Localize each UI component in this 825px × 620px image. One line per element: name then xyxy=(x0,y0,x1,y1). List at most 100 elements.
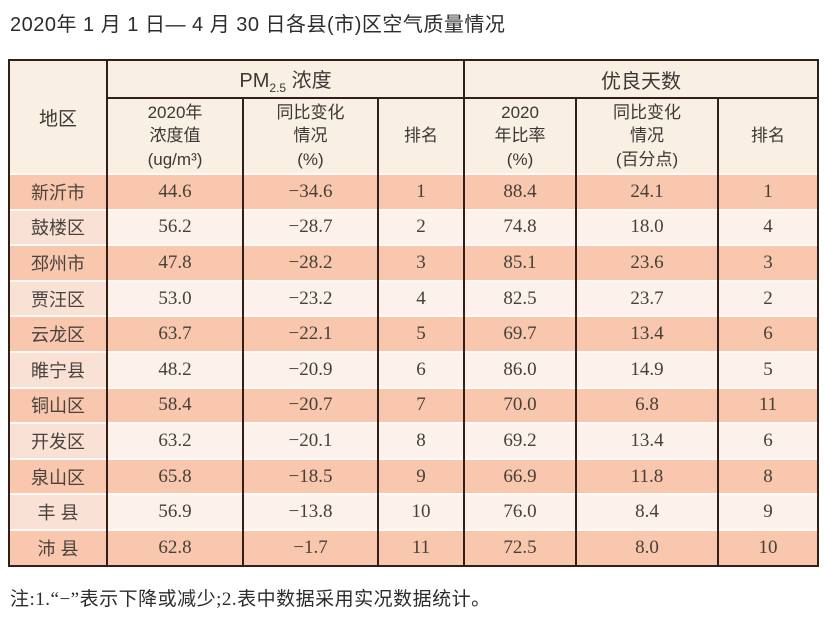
col-subheader-pm25-change: 同比变化 情况 (%) xyxy=(242,98,379,174)
ratio-rank-cell: 10 xyxy=(717,528,820,566)
region-cell: 鼓楼区 xyxy=(8,208,108,246)
pm25-value-cell: 48.2 xyxy=(106,350,244,388)
table-row: 睢宁县 48.2 −20.9 6 86.0 14.9 5 xyxy=(8,350,820,388)
table-row: 云龙区 63.7 −22.1 5 69.7 13.4 6 xyxy=(8,315,820,352)
pm25-value-cell: 53.0 xyxy=(106,279,244,317)
ratio-change-cell: 23.6 xyxy=(575,244,720,281)
table-row: 开发区 63.2 −20.1 8 69.2 13.4 6 xyxy=(8,422,820,459)
region-cell: 铜山区 xyxy=(8,386,108,424)
ratio-value-cell: 69.2 xyxy=(463,422,578,459)
pm25-change-cell: −1.7 xyxy=(242,528,379,566)
ratio-change-cell: 24.1 xyxy=(575,173,720,210)
table-row: 铜山区 58.4 −20.7 7 70.0 6.8 11 xyxy=(8,386,820,424)
page-title: 2020年 1 月 1 日— 4 月 30 日各县(市)区空气质量情况 xyxy=(10,14,506,36)
pm25-rank-cell: 1 xyxy=(376,173,466,210)
ratio-change-cell: 23.7 xyxy=(575,279,720,317)
ratio-rank-cell: 3 xyxy=(717,244,820,281)
col-subheader-pm25-rank: 排名 xyxy=(376,98,466,174)
ratio-value-cell: 82.5 xyxy=(463,279,578,317)
col-group-good-days: 优良天数 xyxy=(463,60,820,99)
region-cell: 睢宁县 xyxy=(8,350,108,388)
pm25-value-cell: 65.8 xyxy=(106,457,244,495)
pm25-change-cell: −23.2 xyxy=(242,279,379,317)
pm25-rank-cell: 9 xyxy=(376,457,466,495)
ratio-value-cell: 70.0 xyxy=(463,386,578,424)
air-quality-table: 地区 PM2.5 浓度 优良天数 2020年 浓度值 (ug/m³) 同比变化 情… xyxy=(8,59,820,567)
col-subheader-ratio-rank: 排名 xyxy=(717,98,820,174)
col-group-pm25: PM2.5 浓度 xyxy=(105,60,466,99)
pm25-value-cell: 47.8 xyxy=(106,244,244,281)
table-body: 新沂市 44.6 −34.6 1 88.4 24.1 1 鼓楼区 56.2 −28.7 2 74.8 1… xyxy=(8,173,820,566)
ratio-value-cell: 69.7 xyxy=(463,315,578,352)
table-header: 地区 PM2.5 浓度 优良天数 2020年 浓度值 (ug/m³) 同比变化 情… xyxy=(8,60,820,174)
pm25-rank-cell: 4 xyxy=(376,279,466,317)
ratio-rank-cell: 9 xyxy=(717,493,820,530)
ratio-rank-cell: 4 xyxy=(717,208,820,246)
pm25-value-cell: 58.4 xyxy=(106,386,244,424)
ratio-change-cell: 13.4 xyxy=(575,315,720,352)
ratio-value-cell: 72.5 xyxy=(463,528,578,566)
pm25-label-suffix: 浓度 xyxy=(286,69,332,92)
ratio-change-cell: 18.0 xyxy=(575,208,720,246)
ratio-rank-cell: 11 xyxy=(717,386,820,424)
ratio-rank-cell: 1 xyxy=(717,173,820,210)
ratio-change-cell: 13.4 xyxy=(575,422,720,459)
pm25-value-cell: 63.2 xyxy=(106,422,244,459)
pm25-value-cell: 62.8 xyxy=(106,528,244,566)
pm25-change-cell: −20.7 xyxy=(242,386,379,424)
ratio-value-cell: 66.9 xyxy=(463,457,578,495)
pm25-change-cell: −13.8 xyxy=(242,493,379,530)
pm25-value-cell: 56.2 xyxy=(106,208,244,246)
col-header-region: 地区 xyxy=(8,60,108,174)
ratio-value-cell: 74.8 xyxy=(463,208,578,246)
pm25-label-subscript: 2.5 xyxy=(269,80,287,95)
subheader-row: 2020年 浓度值 (ug/m³) 同比变化 情况 (%) 排名 2020 年比率 (… xyxy=(9,98,820,174)
pm25-change-cell: −28.7 xyxy=(242,208,379,246)
pm25-rank-cell: 11 xyxy=(376,528,466,566)
pm25-rank-cell: 6 xyxy=(376,350,466,388)
table-row: 沛 县 62.8 −1.7 11 72.5 8.0 10 xyxy=(8,528,820,566)
ratio-value-cell: 86.0 xyxy=(463,350,578,388)
col-subheader-ratio-change: 同比变化 情况 (百分点) xyxy=(575,98,720,174)
pm25-value-cell: 63.7 xyxy=(106,315,244,352)
pm25-value-cell: 56.9 xyxy=(106,493,244,530)
table-row: 新沂市 44.6 −34.6 1 88.4 24.1 1 xyxy=(8,173,820,210)
region-cell: 贾汪区 xyxy=(8,279,108,317)
table-row: 鼓楼区 56.2 −28.7 2 74.8 18.0 4 xyxy=(8,208,820,246)
ratio-value-cell: 76.0 xyxy=(463,493,578,530)
region-cell: 云龙区 xyxy=(8,315,108,352)
ratio-rank-cell: 6 xyxy=(717,422,820,459)
pm25-rank-cell: 8 xyxy=(376,422,466,459)
pm25-change-cell: −34.6 xyxy=(242,173,379,210)
pm25-change-cell: −20.1 xyxy=(242,422,379,459)
pm25-value-cell: 44.6 xyxy=(106,173,244,210)
region-cell: 邳州市 xyxy=(8,244,108,281)
col-subheader-pm25-value: 2020年 浓度值 (ug/m³) xyxy=(106,98,244,174)
pm25-label-prefix: PM xyxy=(239,69,270,92)
ratio-change-cell: 6.8 xyxy=(575,386,720,424)
pm25-rank-cell: 10 xyxy=(376,493,466,530)
table-row: 泉山区 65.8 −18.5 9 66.9 11.8 8 xyxy=(8,457,820,495)
ratio-change-cell: 8.4 xyxy=(575,493,720,530)
ratio-change-cell: 14.9 xyxy=(575,350,720,388)
region-cell: 丰 县 xyxy=(8,493,108,530)
pm25-change-cell: −20.9 xyxy=(242,350,379,388)
pm25-rank-cell: 5 xyxy=(376,315,466,352)
pm25-rank-cell: 7 xyxy=(376,386,466,424)
pm25-change-cell: −22.1 xyxy=(242,315,379,352)
region-cell: 开发区 xyxy=(8,422,108,459)
ratio-change-cell: 8.0 xyxy=(575,528,720,566)
ratio-value-cell: 88.4 xyxy=(463,173,578,210)
table-row: 贾汪区 53.0 −23.2 4 82.5 23.7 2 xyxy=(8,279,820,317)
region-cell: 新沂市 xyxy=(8,173,108,210)
region-cell: 泉山区 xyxy=(8,457,108,495)
pm25-rank-cell: 3 xyxy=(376,244,466,281)
pm25-change-cell: −18.5 xyxy=(242,457,379,495)
ratio-rank-cell: 5 xyxy=(717,350,820,388)
ratio-rank-cell: 2 xyxy=(717,279,820,317)
pm25-rank-cell: 2 xyxy=(376,208,466,246)
ratio-rank-cell: 8 xyxy=(717,457,820,495)
footnote: 注:1.“−”表示下降或减少;2.表中数据采用实况数据统计。 xyxy=(10,588,491,610)
region-cell: 沛 县 xyxy=(8,528,108,566)
